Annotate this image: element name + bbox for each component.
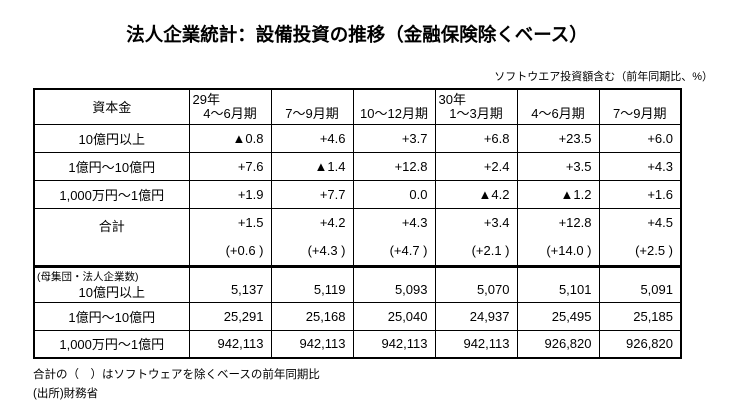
count-cell: 25,291 — [188, 301, 272, 331]
value-cell: ▲0.8 — [188, 123, 272, 153]
population-row-medium: 1億円〜10億円 25,291 25,168 25,040 24,937 25,… — [33, 301, 682, 331]
header-capital: 資本金 — [33, 88, 190, 125]
investment-row-small: 1,000万円〜1億円 +1.9 +7.7 0.0 ▲4.2 ▲1.2 +1.6 — [33, 179, 682, 209]
value-cell: +23.5 — [516, 123, 600, 153]
header-period: 7〜9月期 — [285, 106, 339, 121]
value-cell: ▲1.4 — [270, 151, 354, 181]
total-sub-value: (+4.7 ) — [389, 243, 428, 258]
value-cell: +2.4 — [434, 151, 518, 181]
value-cell: +7.7 — [270, 179, 354, 209]
population-row-large: (母集団・法人企業数) 10億円以上 5,137 5,119 5,093 5,0… — [33, 265, 682, 303]
total-value: +12.8 — [558, 215, 592, 230]
total-value-cell: +3.4 (+2.1 ) — [434, 207, 518, 268]
total-value: +3.4 — [483, 215, 510, 230]
capex-statistics-table: 資本金 29年 4〜6月期 7〜9月期 10〜12月期 30年 1〜3月期 4〜… — [33, 88, 682, 359]
value-cell: +6.8 — [434, 123, 518, 153]
header-year: 30年 — [438, 92, 466, 107]
header-year — [354, 90, 434, 106]
value-cell: ▲4.2 — [434, 179, 518, 209]
header-col-6: 7〜9月期 — [598, 88, 682, 125]
row-label: 1億円〜10億円 — [33, 301, 190, 331]
total-value-cell: +4.2 (+4.3 ) — [270, 207, 354, 268]
total-sub-value: (+2.1 ) — [471, 243, 510, 258]
value-cell: +3.7 — [352, 123, 436, 153]
header-col-5: 4〜6月期 — [516, 88, 600, 125]
count-cell: 24,937 — [434, 301, 518, 331]
total-value-cell: +12.8 (+14.0 ) — [516, 207, 600, 268]
count-cell: 926,820 — [516, 329, 600, 359]
row-label: 10億円以上 — [78, 284, 145, 300]
value-cell: +6.0 — [598, 123, 682, 153]
header-col-2: 7〜9月期 — [270, 88, 354, 125]
count-cell: 5,070 — [434, 265, 518, 303]
count-cell: 25,495 — [516, 301, 600, 331]
header-year — [272, 90, 352, 106]
value-cell: +4.6 — [270, 123, 354, 153]
count-cell: 5,119 — [270, 265, 354, 303]
value-cell: ▲1.2 — [516, 179, 600, 209]
total-value: +4.2 — [319, 215, 346, 230]
header-row: 資本金 29年 4〜6月期 7〜9月期 10〜12月期 30年 1〜3月期 4〜… — [33, 88, 682, 125]
total-value: +1.5 — [237, 215, 264, 230]
total-value-cell: +1.5 (+0.6 ) — [188, 207, 272, 268]
header-col-3: 10〜12月期 — [352, 88, 436, 125]
total-sub-value: (+2.5 ) — [635, 243, 673, 258]
header-col-1: 29年 4〜6月期 — [188, 88, 272, 125]
row-label: 10億円以上 — [33, 123, 190, 153]
population-row-small: 1,000万円〜1億円 942,113 942,113 942,113 942,… — [33, 329, 682, 359]
total-value: +4.3 — [401, 215, 428, 230]
header-col-4: 30年 1〜3月期 — [434, 88, 518, 125]
value-cell: +7.6 — [188, 151, 272, 181]
value-cell: +4.3 — [598, 151, 682, 181]
count-cell: 25,040 — [352, 301, 436, 331]
count-cell: 25,168 — [270, 301, 354, 331]
count-cell: 5,137 — [188, 265, 272, 303]
investment-row-large: 10億円以上 ▲0.8 +4.6 +3.7 +6.8 +23.5 +6.0 — [33, 123, 682, 153]
row-label: 1億円〜10億円 — [33, 151, 190, 181]
footnote-source: (出所)財務省 — [33, 388, 99, 400]
total-sub-value: (+4.3 ) — [307, 243, 346, 258]
total-value: +4.5 — [647, 215, 673, 230]
header-year — [600, 90, 680, 106]
header-period: 7〜9月期 — [613, 106, 667, 121]
count-cell: 942,113 — [434, 329, 518, 359]
footnote-parentheses: 合計の（ ）はソフトウェアを除くベースの前年同期比 — [33, 369, 320, 381]
total-value-cell: +4.5 (+2.5 ) — [598, 207, 682, 268]
value-cell: +12.8 — [352, 151, 436, 181]
count-cell: 5,091 — [598, 265, 682, 303]
value-cell: +3.5 — [516, 151, 600, 181]
row-label: 1,000万円〜1億円 — [33, 329, 190, 359]
value-cell: 0.0 — [352, 179, 436, 209]
total-value-cell: +4.3 (+4.7 ) — [352, 207, 436, 268]
header-period: 4〜6月期 — [531, 106, 585, 121]
header-period: 10〜12月期 — [360, 106, 428, 121]
investment-row-medium: 1億円〜10億円 +7.6 ▲1.4 +12.8 +2.4 +3.5 +4.3 — [33, 151, 682, 181]
row-label-population: (母集団・法人企業数) 10億円以上 — [33, 265, 190, 303]
total-row: 合計 +1.5 (+0.6 ) +4.2 (+4.3 ) +4.3 (+4.7 … — [33, 207, 682, 268]
count-cell: 942,113 — [270, 329, 354, 359]
total-sub-value: (+0.6 ) — [225, 243, 264, 258]
row-label-total: 合計 — [33, 207, 190, 268]
page-title: 法人企業統計：設備投資の推移（金融保険除くベース） — [126, 24, 588, 45]
value-cell: +1.9 — [188, 179, 272, 209]
unit-note: ソフトウエア投資額含む（前年同期比、%） — [494, 71, 713, 83]
count-cell: 5,093 — [352, 265, 436, 303]
count-cell: 926,820 — [598, 329, 682, 359]
population-section-label: (母集団・法人企業数) — [37, 270, 139, 283]
header-year — [518, 90, 598, 106]
count-cell: 5,101 — [516, 265, 600, 303]
header-period: 4〜6月期 — [203, 106, 257, 121]
count-cell: 942,113 — [352, 329, 436, 359]
header-period: 1〜3月期 — [449, 106, 503, 121]
row-label: 1,000万円〜1億円 — [33, 179, 190, 209]
value-cell: +1.6 — [598, 179, 682, 209]
total-sub-value: (+14.0 ) — [546, 243, 592, 258]
count-cell: 942,113 — [188, 329, 272, 359]
header-year: 29年 — [192, 92, 220, 107]
count-cell: 25,185 — [598, 301, 682, 331]
